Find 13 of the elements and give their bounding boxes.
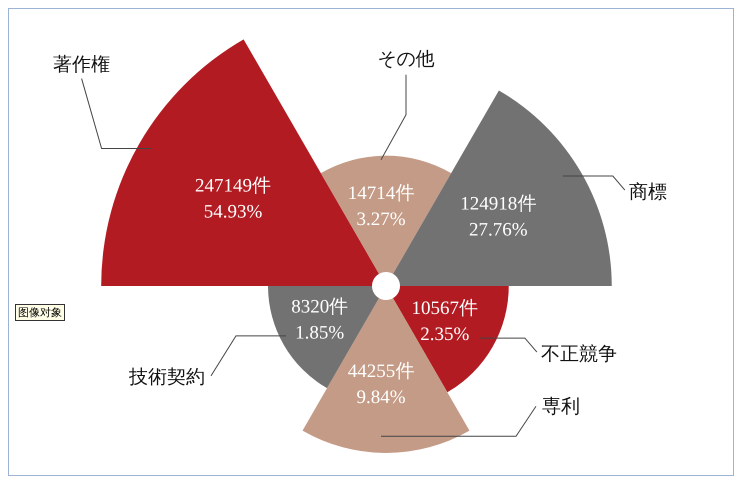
data-label: 14714件 3.27% xyxy=(348,182,414,230)
data-label: 247149件 54.93% xyxy=(195,176,271,223)
text: 图像对象 xyxy=(15,304,65,321)
data-label: 10567件 2.35% xyxy=(412,298,478,345)
data-label: 124918件 27.76% xyxy=(460,193,536,240)
category-label: 著作権 xyxy=(53,54,110,76)
category-label: 専利 xyxy=(542,395,580,418)
category-label: 不正競争 xyxy=(540,343,617,366)
data-label: 8320件 1.85% xyxy=(291,296,348,344)
category-label: 商標 xyxy=(628,181,667,204)
category-label: 技術契約 xyxy=(128,366,205,388)
data-label: 44255件 9.84% xyxy=(348,361,414,408)
category-label: その他 xyxy=(378,48,434,70)
